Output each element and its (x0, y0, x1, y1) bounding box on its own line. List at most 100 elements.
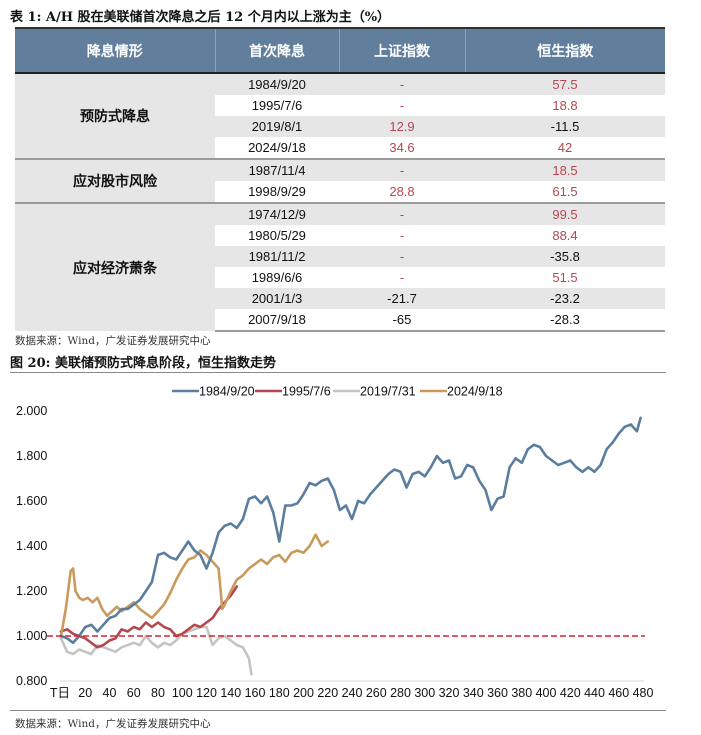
figure-caption: 图 20: 美联储预防式降息阶段，恒生指数走势 (10, 352, 276, 371)
series-1984-line (59, 416, 642, 645)
x-tick-label: 60 (127, 686, 141, 700)
sse-change-cell: - (339, 158, 465, 181)
legend-item: 2019/7/31 (333, 385, 416, 399)
hsi-change-cell: 99.5 (465, 202, 665, 225)
y-tick-label: 0.800 (16, 674, 47, 688)
first-cut-date-cell: 2019/8/1 (215, 116, 339, 137)
sse-change-cell: - (399, 98, 405, 113)
x-tick-label: 80 (151, 686, 165, 700)
y-tick-label: 1.800 (16, 449, 47, 463)
table-row: 预防式降息 1984/9/20-57.5 (15, 73, 665, 159)
first-cut-date-cell: 1995/7/6 (251, 98, 303, 113)
x-tick-label: 380 (511, 686, 532, 700)
legend-label: 2024/9/18 (447, 385, 503, 399)
first-cut-date-cell: 1987/11/4 (215, 158, 339, 181)
hsi-change-cell: -28.3 (465, 309, 665, 332)
sse-change-cell: - (399, 270, 405, 285)
figure-source-note: 数据来源：Wind，广发证券发展研究中心 (15, 718, 211, 730)
table-caption-prefix: 表 1: (10, 10, 42, 25)
x-tick-label: 160 (245, 686, 266, 700)
hsi-change-cell: -23.2 (465, 288, 665, 309)
x-tick-label: 240 (342, 686, 363, 700)
x-tick-label: 280 (390, 686, 411, 700)
header-first-cut: 首次降息 (214, 27, 339, 74)
series-1995-line (59, 585, 239, 649)
table-row: 应对经济萧条 1974/12/9-99.5 (15, 202, 665, 331)
figure-bottom-rule (10, 710, 666, 711)
x-tick-label: 260 (366, 686, 387, 700)
x-tick-label: 460 (608, 686, 629, 700)
table-row: 2007/9/18 -65 -28.3 (15, 309, 665, 332)
x-tick-label: 200 (293, 686, 314, 700)
hsi-change-cell: 42 (557, 140, 573, 155)
legend-label: 2019/7/31 (360, 385, 416, 399)
sse-change-cell: 12.9 (339, 116, 465, 137)
header-sse: 上证指数 (338, 27, 465, 74)
x-tick-label: 340 (463, 686, 484, 700)
hsi-change-cell: 57.5 (465, 73, 665, 95)
x-tick-label: 140 (220, 686, 241, 700)
first-cut-date-cell: 1981/11/2 (215, 246, 339, 267)
first-cut-date-cell: 2007/9/18 (215, 309, 339, 332)
legend-item: 1984/9/20 (172, 385, 255, 399)
first-cut-date-cell: 1980/5/29 (248, 228, 306, 243)
table-row: 2024/9/18 34.6 42 (15, 137, 665, 159)
first-cut-date-cell: 1974/12/9 (215, 202, 339, 225)
table-row: 1980/5/29 - 88.4 (15, 225, 665, 246)
first-cut-date-cell: 2001/1/3 (215, 288, 339, 309)
y-tick-label: 1.200 (16, 584, 47, 598)
table-caption: 表 1: A/H 股在美联储首次降息之后 12 个月内以上涨为主（%） (10, 6, 390, 25)
y-tick-label: 1.600 (16, 494, 47, 508)
first-cut-date-cell: 1989/6/6 (251, 270, 303, 285)
x-tick-label: 360 (487, 686, 508, 700)
x-tick-label: 420 (560, 686, 581, 700)
scenario-cell: 应对股市风险 (15, 158, 215, 203)
header-hsi: 恒生指数 (464, 27, 665, 74)
chart-legend: 1984/9/20 1995/7/6 2019/7/31 2024/9/18 (172, 385, 503, 399)
first-cut-date-cell: 2024/9/18 (248, 140, 306, 155)
series-2019-line (59, 625, 253, 676)
figure-caption-prefix: 图 20: (10, 356, 51, 371)
table-row: 应对股市风险 1987/11/4-18.5 (15, 158, 665, 203)
sse-change-cell: - (339, 246, 465, 267)
legend-item: 1995/7/6 (255, 385, 331, 399)
y-tick-label: 1.400 (16, 539, 47, 553)
series-2024-line (59, 533, 330, 638)
first-cut-date-cell: 1984/9/20 (215, 73, 339, 95)
figure-top-rule (10, 372, 666, 373)
hsi-change-cell: 88.4 (552, 228, 578, 243)
table-row: 2019/8/1 12.9 -11.5 (15, 116, 665, 137)
x-tick-label: 120 (196, 686, 217, 700)
x-tick-label: 40 (103, 686, 117, 700)
table-row: 1995/7/6 - 18.8 (15, 95, 665, 116)
table-row: 1989/6/6 - 51.5 (15, 267, 665, 288)
legend-item: 2024/9/18 (420, 385, 503, 399)
table-row: 1998/9/29 28.8 61.5 (15, 181, 665, 203)
hsi-line-chart: 1984/9/20 1995/7/6 2019/7/31 2024/9/18 2.00… (16, 385, 654, 701)
scenario-cell: 应对经济萧条 (15, 202, 215, 331)
legend-label: 1995/7/6 (282, 385, 331, 399)
x-tick-label: 220 (317, 686, 338, 700)
table-header-row: 降息情形 首次降息 上证指数 恒生指数 (15, 27, 665, 74)
hsi-change-cell: -35.8 (465, 246, 665, 267)
legend-label: 1984/9/20 (199, 385, 255, 399)
sse-change-cell: - (339, 73, 465, 95)
y-tick-label: 1.000 (16, 629, 47, 643)
sse-change-cell: - (399, 228, 405, 243)
table-row: 1981/11/2- -35.8 (15, 246, 665, 267)
x-tick-label: 180 (269, 686, 290, 700)
first-cut-date-cell: 1998/9/29 (248, 184, 306, 199)
hsi-change-cell: -11.5 (465, 116, 665, 137)
y-axis: 2.000 1.800 1.600 1.400 1.200 1.000 0.800 (16, 404, 47, 688)
sse-change-cell: -65 (339, 309, 465, 332)
x-tick-label: 20 (78, 686, 92, 700)
sse-change-cell: -21.7 (339, 288, 465, 309)
y-tick-label: 2.000 (16, 404, 47, 418)
scenario-cell: 预防式降息 (15, 73, 215, 159)
sse-change-cell: 34.6 (389, 140, 415, 155)
x-tick-label: 480 (633, 686, 654, 700)
header-scenario: 降息情形 (15, 27, 215, 74)
x-tick-label: 440 (584, 686, 605, 700)
x-tick-label: 400 (536, 686, 557, 700)
x-tick-label: 320 (439, 686, 460, 700)
